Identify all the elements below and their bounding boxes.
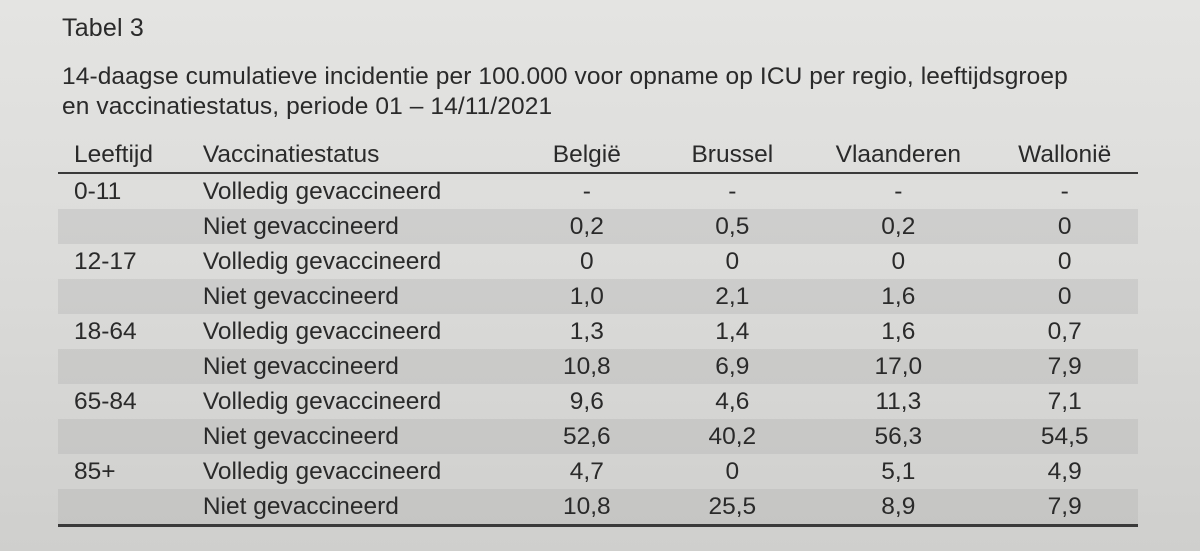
value-belgie-cell: 0,2 (514, 209, 660, 244)
table-row: 0-11 Volledig gevaccineerd - - - - (58, 173, 1138, 209)
value-wallonie-cell: 54,5 (991, 419, 1138, 454)
vaccination-status-cell: Niet gevaccineerd (202, 419, 515, 454)
value-wallonie-cell: 0 (991, 209, 1138, 244)
value-vlaanderen-cell: 1,6 (805, 279, 992, 314)
value-belgie-cell: 52,6 (514, 419, 660, 454)
vaccination-status-cell: Niet gevaccineerd (202, 349, 515, 384)
value-belgie-cell: 9,6 (569, 387, 604, 415)
value-wallonie-cell: - (1060, 177, 1069, 205)
table-row: 12-17 Volledig gevaccineerd 0 0 0 0 (58, 244, 1138, 279)
value-vlaanderen-cell: 5,1 (881, 457, 916, 485)
table-row: Niet gevaccineerd 1,0 2,1 1,6 0 (58, 279, 1138, 314)
caption-line: 14-daagse cumulatieve incidentie per 100… (62, 63, 1068, 90)
table-row: Niet gevaccineerd 52,6 40,2 56,3 54,5 (58, 419, 1138, 454)
value-wallonie-cell: 0 (991, 279, 1138, 314)
age-group-cell: 65-84 (74, 387, 137, 415)
table-row: Niet gevaccineerd 0,2 0,5 0,2 0 (58, 209, 1138, 244)
value-belgie-cell: 1,3 (569, 317, 604, 345)
caption-line: en vaccinatiestatus, periode 01 – 14/11/… (62, 93, 553, 120)
table-row: Niet gevaccineerd 10,8 6,9 17,0 7,9 (58, 349, 1138, 384)
value-brussel-cell: 25,5 (659, 489, 806, 527)
value-belgie-cell: 4,7 (569, 457, 604, 485)
vaccination-status-cell: Volledig gevaccineerd (202, 177, 442, 205)
value-wallonie-cell: 0 (1057, 247, 1072, 275)
age-group-cell (58, 419, 203, 454)
age-group-cell (58, 279, 203, 314)
value-vlaanderen-cell: - (894, 177, 903, 205)
header-row: Leeftijd Vaccinatiestatus België Brussel… (58, 138, 1138, 174)
value-vlaanderen-cell: 0,2 (805, 209, 992, 244)
value-brussel-cell: 2,1 (659, 279, 806, 314)
age-group-cell (58, 489, 203, 527)
vaccination-status-cell: Niet gevaccineerd (202, 279, 515, 314)
value-belgie-cell: - (582, 177, 591, 205)
value-brussel-cell: - (728, 177, 737, 205)
value-brussel-cell: 40,2 (659, 419, 806, 454)
header-brussel: Brussel (659, 138, 806, 174)
age-group-cell: 12-17 (74, 247, 137, 275)
header-wallonie: Wallonië (991, 138, 1138, 174)
value-wallonie-cell: 4,9 (1047, 457, 1082, 485)
age-group-cell (58, 349, 203, 384)
vaccination-status-cell: Niet gevaccineerd (202, 209, 515, 244)
vaccination-status-cell: Volledig gevaccineerd (202, 387, 442, 415)
value-vlaanderen-cell: 17,0 (805, 349, 992, 384)
vaccination-status-cell: Volledig gevaccineerd (202, 317, 442, 345)
incidence-table: Leeftijd Vaccinatiestatus België Brussel… (58, 138, 1138, 527)
value-vlaanderen-cell: 1,6 (881, 317, 916, 345)
vaccination-status-cell: Volledig gevaccineerd (202, 247, 442, 275)
value-brussel-cell: 0,5 (659, 209, 806, 244)
header-vaccinatiestatus: Vaccinatiestatus (202, 138, 515, 174)
table-row: 85+ Volledig gevaccineerd 4,7 0 5,1 4,9 (58, 454, 1138, 489)
table-row: 65-84 Volledig gevaccineerd 9,6 4,6 11,3… (58, 384, 1138, 419)
vaccination-status-cell: Volledig gevaccineerd (202, 457, 442, 485)
table-caption: 14-daagse cumulatieve incidentie per 100… (62, 62, 1152, 122)
value-brussel-cell: 4,6 (715, 387, 750, 415)
age-group-cell: 85+ (74, 457, 116, 485)
table-body: 0-11 Volledig gevaccineerd - - - - Niet … (58, 173, 1138, 527)
header-belgie: België (514, 138, 660, 174)
header-vlaanderen: Vlaanderen (805, 138, 992, 174)
table-label: Tabel 3 (62, 14, 145, 42)
value-brussel-cell: 0 (725, 247, 740, 275)
value-belgie-cell: 1,0 (514, 279, 660, 314)
age-group-cell: 0-11 (74, 177, 122, 205)
value-brussel-cell: 0 (725, 457, 740, 485)
age-group-cell: 18-64 (74, 317, 137, 345)
value-wallonie-cell: 7,9 (991, 349, 1138, 384)
value-belgie-cell: 10,8 (514, 349, 660, 384)
value-brussel-cell: 6,9 (659, 349, 806, 384)
value-belgie-cell: 0 (579, 247, 594, 275)
value-wallonie-cell: 0,7 (1047, 317, 1082, 345)
value-brussel-cell: 1,4 (715, 317, 750, 345)
value-vlaanderen-cell: 0 (891, 247, 906, 275)
table-row: Niet gevaccineerd 10,8 25,5 8,9 7,9 (58, 489, 1138, 527)
age-group-cell (58, 209, 203, 244)
header-leeftijd: Leeftijd (58, 138, 203, 174)
value-wallonie-cell: 7,1 (1047, 387, 1082, 415)
value-belgie-cell: 10,8 (514, 489, 660, 527)
table-row: 18-64 Volledig gevaccineerd 1,3 1,4 1,6 … (58, 314, 1138, 349)
value-vlaanderen-cell: 56,3 (805, 419, 992, 454)
value-vlaanderen-cell: 11,3 (875, 387, 922, 415)
value-vlaanderen-cell: 8,9 (805, 489, 992, 527)
value-wallonie-cell: 7,9 (991, 489, 1138, 527)
vaccination-status-cell: Niet gevaccineerd (202, 489, 515, 527)
